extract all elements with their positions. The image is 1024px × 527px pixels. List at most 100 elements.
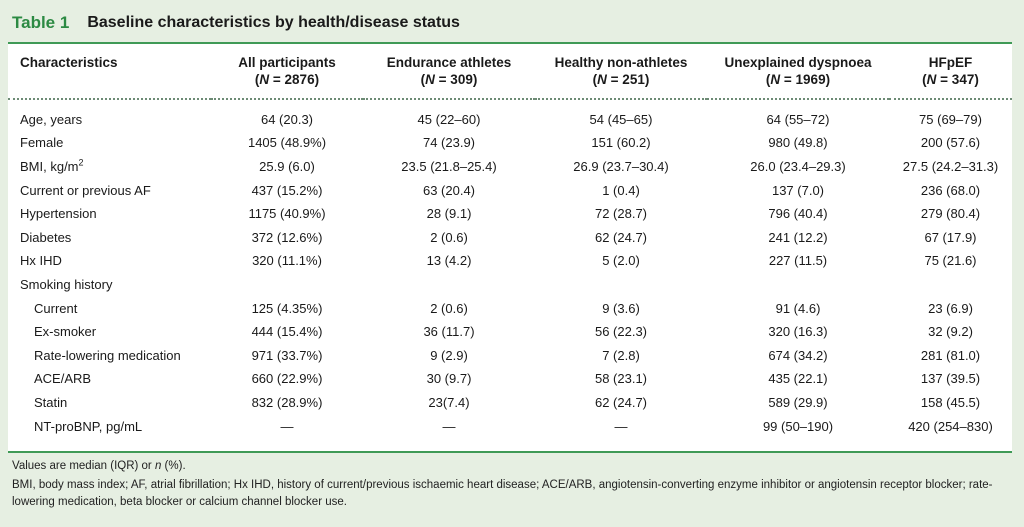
cell-value: 980 (49.8) [768, 135, 828, 151]
cell-value: 27.5 (24.2–31.3) [902, 158, 999, 174]
header-all-participants: All participants (N = 2876) [211, 44, 363, 99]
table-row: Age, years 64 (20.3) 45 (22–60) 54 (45–65) 6… [8, 99, 1012, 132]
cell-value: 1405 (48.9%) [247, 135, 327, 151]
row-label-text: Ex-smoker [34, 324, 97, 340]
cell-value: 437 (15.2%) [251, 182, 323, 198]
cell-value: 45 (22–60) [417, 111, 481, 127]
cell-value: 54 (45–65) [589, 111, 653, 127]
cell-value: 444 (15.4%) [251, 324, 323, 340]
table-footnotes: Values are median (IQR) or n (%). BMI, b… [12, 458, 1012, 513]
row-label: Current or previous AF [8, 179, 211, 203]
row-label: Rate-lowering medication [8, 344, 211, 368]
cell-value [707, 273, 889, 297]
cell-value: 99 (50–190) [762, 418, 834, 434]
table-title-bar: Table 1 Baseline characteristics by heal… [8, 8, 1016, 38]
table-row: Current 125 (4.35%) 2 (0.6) 9 (3.6) 91 (4.6)… [8, 297, 1012, 321]
cell-value: 420 (254–830) [908, 418, 993, 434]
table-row: Current or previous AF 437 (15.2%) 63 (20.… [8, 179, 1012, 203]
cell-value: 9 (3.6) [602, 300, 640, 316]
row-label: Current [8, 297, 211, 321]
cell-value: 23(7.4) [428, 394, 470, 410]
footnote-abbreviations: BMI, body mass index; AF, atrial fibrill… [12, 479, 993, 508]
cell-value: 36 (11.7) [423, 324, 475, 340]
header-name: HFpEF [928, 55, 973, 70]
row-label: Statin [8, 391, 211, 415]
cell-value: 2 (0.6) [430, 300, 468, 316]
cell-value: 26.0 (23.4–29.3) [750, 158, 846, 174]
cell-value: 72 (28.7) [594, 206, 648, 222]
row-label-text: Current or previous AF [20, 182, 151, 198]
cell-value [363, 273, 535, 297]
cell-value: 320 (16.3) [768, 324, 828, 340]
cell-value: 832 (28.9%) [251, 394, 323, 410]
cell-value: 674 (34.2) [768, 347, 828, 363]
footnote-values: Values are median (IQR) or n (%). [12, 460, 186, 472]
table-row: Female 1405 (48.9%) 74 (23.9) 151 (60.2) 980… [8, 132, 1012, 156]
cell-value: 241 (12.2) [768, 229, 828, 245]
table-row: Rate-lowering medication 971 (33.7%) 9 (2.… [8, 344, 1012, 368]
row-label: BMI, kg/m2 [8, 155, 211, 179]
row-label-text: Hx IHD [20, 253, 62, 269]
cell-value: 137 (7.0) [771, 182, 825, 198]
cell-value: 1 (0.4) [602, 182, 640, 198]
row-label: Diabetes [8, 226, 211, 250]
cell-value: 58 (23.1) [594, 371, 648, 387]
cell-value: 158 (45.5) [920, 394, 981, 410]
cell-value: — [280, 418, 294, 434]
row-label-superscript: 2 [78, 157, 84, 168]
table-row: Statin 832 (28.9%) 23(7.4) 62 (24.7) 589 (29… [8, 391, 1012, 415]
cell-value: 25.9 (6.0) [259, 158, 315, 174]
row-label: Smoking history [8, 273, 211, 297]
header-n: (N = 251) [592, 72, 650, 87]
cell-value: 64 (55–72) [766, 111, 830, 127]
cell-value: 23 (6.9) [928, 300, 973, 316]
cell-value: 435 (22.1) [768, 371, 828, 387]
table-row: Hypertension 1175 (40.9%) 28 (9.1) 72 (28.7… [8, 202, 1012, 226]
table-row: Smoking history [8, 273, 1012, 297]
cell-value: 320 (11.1%) [252, 253, 322, 269]
cell-value: 7 (2.8) [602, 347, 640, 363]
row-label: Hx IHD [8, 250, 211, 274]
cell-value: 62 (24.7) [594, 229, 648, 245]
header-n: (N = 1969) [765, 72, 831, 87]
row-label: Age, years [8, 99, 211, 132]
row-label: ACE/ARB [8, 368, 211, 392]
cell-value: 75 (21.6) [924, 253, 977, 269]
row-label-text: Statin [34, 394, 68, 410]
header-hfpef: HFpEF (N = 347) [889, 44, 1012, 99]
table-row: Diabetes 372 (12.6%) 2 (0.6) 62 (24.7) 241 (… [8, 226, 1012, 250]
cell-value: 151 (60.2) [591, 135, 651, 151]
table-label: Table 1 [12, 13, 70, 32]
header-name: Endurance athletes [386, 55, 512, 70]
row-label: Hypertension [8, 202, 211, 226]
cell-value: 279 (80.4) [920, 206, 981, 222]
cell-value: 2 (0.6) [430, 229, 468, 245]
table-row: NT-proBNP, pg/mL — — — 99 (50–190) 420 (254–8… [8, 415, 1012, 439]
header-name: Healthy non-athletes [554, 55, 688, 70]
cell-value: 589 (29.9) [768, 394, 828, 410]
cell-value: 13 (4.2) [426, 253, 472, 269]
row-label-text: Smoking history [20, 276, 113, 292]
cell-value: 28 (9.1) [426, 206, 472, 222]
header-n: (N = 347) [922, 72, 979, 87]
cell-value: — [614, 418, 628, 434]
header-characteristics: Characteristics [20, 55, 118, 70]
row-label-text: BMI, kg/m [20, 158, 79, 174]
row-label-text: Rate-lowering medication [34, 347, 181, 363]
table-row: BMI, kg/m2 25.9 (6.0) 23.5 (21.8–25.4) 26.9… [8, 155, 1012, 179]
header-n: (N = 309) [420, 72, 478, 87]
cell-value: 5 (2.0) [602, 253, 640, 269]
table-row: Hx IHD 320 (11.1%) 13 (4.2) 5 (2.0) 227 (11.… [8, 250, 1012, 274]
baseline-table: Characteristics All participants (N = 28… [8, 44, 1012, 438]
table-container: Characteristics All participants (N = 28… [8, 42, 1012, 453]
cell-value: 30 (9.7) [426, 371, 472, 387]
cell-value: 796 (40.4) [768, 206, 828, 222]
row-label: Ex-smoker [8, 320, 211, 344]
table-header: Characteristics All participants (N = 28… [8, 44, 1012, 99]
table-row: ACE/ARB 660 (22.9%) 30 (9.7) 58 (23.1) 435 (… [8, 368, 1012, 392]
header-unexplained-dyspnoea: Unexplained dyspnoea (N = 1969) [707, 44, 889, 99]
cell-value: 32 (9.2) [928, 324, 973, 340]
header-row: Characteristics All participants (N = 28… [8, 44, 1012, 99]
cell-value [211, 273, 363, 297]
cell-value: 9 (2.9) [430, 347, 468, 363]
